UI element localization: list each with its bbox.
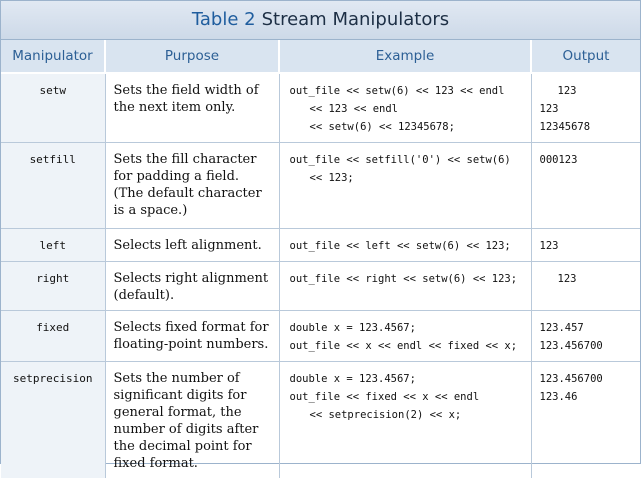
code-line: out_file << setfill('0') << setw(6) [290, 151, 524, 169]
code-line: out_file << fixed << x << endl [290, 388, 524, 406]
table-title: Stream Manipulators [262, 9, 450, 30]
cell-example: out_file << setfill('0') << setw(6) << 1… [279, 143, 531, 229]
output-line: 123 [540, 82, 634, 100]
header-purpose: Purpose [105, 40, 279, 73]
header-row: Manipulator Purpose Example Output [1, 40, 640, 73]
table-row: setw Sets the field width of the next it… [1, 73, 640, 143]
code-line: out_file << right << setw(6) << 123; [290, 270, 524, 288]
table-number: Table 2 [192, 9, 256, 30]
output-line: 12345678 [540, 118, 634, 136]
header-output: Output [531, 40, 640, 73]
cell-example: out_file << setw(6) << 123 << endl << 12… [279, 73, 531, 143]
cell-purpose: Sets the field width of the next item on… [105, 73, 279, 143]
cell-output: 123 [531, 262, 640, 311]
output-line: 123.457 [540, 319, 634, 337]
code-line: << setw(6) << 12345678; [290, 118, 524, 136]
cell-manipulator: left [1, 229, 105, 262]
code-line: out_file << x << endl << fixed << x; [290, 337, 524, 355]
cell-purpose: Sets the number of significant digits fo… [105, 362, 279, 478]
output-line: 123 [540, 100, 634, 118]
cell-example: double x = 123.4567; out_file << x << en… [279, 311, 531, 362]
manipulators-table: Manipulator Purpose Example Output setw … [1, 40, 640, 478]
cell-manipulator: right [1, 262, 105, 311]
cell-purpose: Selects left alignment. [105, 229, 279, 262]
cell-purpose: Selects fixed format for floating-point … [105, 311, 279, 362]
cell-purpose: Sets the fill character for padding a fi… [105, 143, 279, 229]
cell-manipulator: setfill [1, 143, 105, 229]
table-row: right Selects right alignment (default).… [1, 262, 640, 311]
cell-example: out_file << right << setw(6) << 123; [279, 262, 531, 311]
table-row: left Selects left alignment. out_file <<… [1, 229, 640, 262]
cell-example: double x = 123.4567; out_file << fixed <… [279, 362, 531, 478]
output-line: 123.46 [540, 388, 634, 406]
header-example: Example [279, 40, 531, 73]
cell-manipulator: fixed [1, 311, 105, 362]
table-row: setprecision Sets the number of signific… [1, 362, 640, 478]
code-line: out_file << left << setw(6) << 123; [290, 237, 524, 255]
table-row: fixed Selects fixed format for floating-… [1, 311, 640, 362]
code-line: << setprecision(2) << x; [290, 406, 524, 424]
cell-purpose: Selects right alignment (default). [105, 262, 279, 311]
code-line: << 123 << endl [290, 100, 524, 118]
table-row: setfill Sets the fill character for padd… [1, 143, 640, 229]
output-line: 123 [540, 270, 634, 288]
table-caption: Table 2 Stream Manipulators [1, 1, 640, 40]
cell-output: 123.456700 123.46 [531, 362, 640, 478]
cell-manipulator: setprecision [1, 362, 105, 478]
code-line: double x = 123.4567; [290, 319, 524, 337]
output-line: 123.456700 [540, 337, 634, 355]
header-manipulator: Manipulator [1, 40, 105, 73]
stream-manipulators-table-frame: Table 2 Stream Manipulators Manipulator P… [0, 0, 641, 464]
output-line: 123 [540, 237, 634, 255]
code-line: out_file << setw(6) << 123 << endl [290, 82, 524, 100]
output-line: 123.456700 [540, 370, 634, 388]
code-line: double x = 123.4567; [290, 370, 524, 388]
code-line: << 123; [290, 169, 524, 187]
cell-output: 123 [531, 229, 640, 262]
cell-output: 123 123 12345678 [531, 73, 640, 143]
cell-output: 000123 [531, 143, 640, 229]
output-line: 000123 [540, 151, 634, 169]
cell-manipulator: setw [1, 73, 105, 143]
cell-output: 123.457 123.456700 [531, 311, 640, 362]
cell-example: out_file << left << setw(6) << 123; [279, 229, 531, 262]
